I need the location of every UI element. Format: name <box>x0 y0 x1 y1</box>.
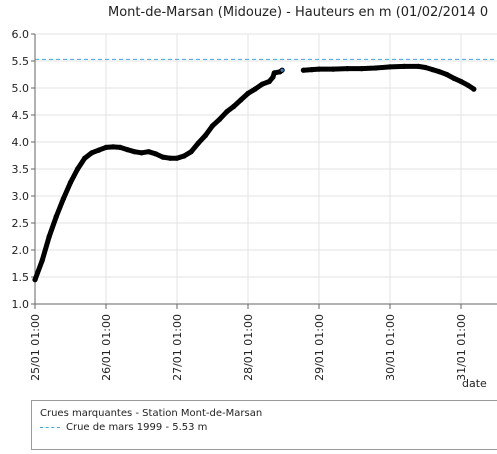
series-point <box>117 144 123 150</box>
series-point <box>32 277 38 283</box>
chart-title: Mont-de-Marsan (Midouze) - Hauteurs en m… <box>108 5 489 20</box>
series-point <box>259 81 265 87</box>
series-point <box>53 213 59 220</box>
series-point <box>202 132 208 139</box>
series-point <box>437 69 443 75</box>
y-tick-label: 2.5 <box>12 217 30 230</box>
series-end-marker <box>280 68 284 72</box>
y-tick-label: 4.5 <box>12 109 30 122</box>
series-point <box>217 116 223 122</box>
series-point <box>231 103 237 109</box>
series-point <box>271 70 277 76</box>
series-point <box>224 109 230 115</box>
series-point <box>146 149 152 155</box>
series-point <box>252 86 258 92</box>
series-point <box>188 149 194 155</box>
series-point <box>181 153 187 159</box>
legend-entry-label: Crue de mars 1999 - 5.53 m <box>66 422 208 433</box>
series-point <box>300 67 306 73</box>
x-tick-label: 26/01 01:00 <box>100 314 113 381</box>
y-tick-label: 4.0 <box>12 136 30 149</box>
legend-dashed-line-icon <box>40 426 60 428</box>
series-point <box>131 149 137 155</box>
y-tick-label: 3.5 <box>12 163 30 176</box>
series-point <box>415 63 421 69</box>
series-point <box>39 258 45 264</box>
legend-entry-reference: Crue de mars 1999 - 5.53 m <box>40 422 207 433</box>
legend-title: Crues marquantes - Station Mont-de-Marsa… <box>40 408 263 419</box>
series-point <box>316 66 322 72</box>
series-point <box>344 66 350 72</box>
series-point <box>401 63 407 69</box>
series-point <box>458 78 464 85</box>
series-point <box>245 90 251 96</box>
series-point <box>96 147 102 153</box>
x-axis-label: date <box>462 377 487 390</box>
y-tick-label: 5.0 <box>12 82 30 95</box>
y-tick-label: 1.0 <box>12 298 30 311</box>
y-tick-label: 5.5 <box>12 55 30 68</box>
series-point <box>330 66 336 72</box>
series-point <box>160 154 166 160</box>
series-point <box>195 140 201 146</box>
y-tick-label: 1.5 <box>12 271 30 284</box>
series-point <box>103 144 109 150</box>
series-point <box>124 147 130 153</box>
series-point <box>444 71 450 78</box>
series-point <box>471 86 477 92</box>
series-point <box>451 75 457 81</box>
x-tick-label: 28/01 01:00 <box>242 314 255 381</box>
series-point <box>153 151 159 157</box>
series-point <box>465 82 471 88</box>
series-point <box>387 64 393 70</box>
series-point <box>174 155 180 161</box>
series-point <box>82 155 88 161</box>
y-tick-label: 3.0 <box>12 190 30 203</box>
series-point <box>46 233 52 240</box>
series-point <box>89 150 95 156</box>
series-line-1 <box>300 63 477 92</box>
series-point <box>430 67 436 73</box>
series-point <box>60 196 66 202</box>
series-point <box>309 67 315 73</box>
series-point <box>138 150 145 156</box>
series-point <box>266 78 272 85</box>
series-point <box>422 64 429 71</box>
y-tick-label: 6.0 <box>12 28 30 41</box>
legend: Crues marquantes - Station Mont-de-Marsa… <box>31 400 497 450</box>
x-tick-label: 30/01 01:00 <box>384 314 397 381</box>
series-line-0 <box>32 67 285 283</box>
series-point <box>238 97 244 103</box>
series-point <box>209 123 216 129</box>
series-point <box>110 144 116 150</box>
series-point <box>167 155 173 161</box>
series-point <box>67 179 74 186</box>
series-point <box>373 65 379 71</box>
x-tick-label: 31/01 01:00 <box>455 314 468 381</box>
series-point <box>270 74 276 80</box>
series-point <box>75 166 81 172</box>
y-tick-label: 2.0 <box>12 244 30 257</box>
series-point <box>359 66 365 72</box>
x-tick-label: 27/01 01:00 <box>171 314 184 381</box>
x-tick-label: 25/01 01:00 <box>29 314 42 381</box>
x-tick-label: 29/01 01:00 <box>313 314 326 381</box>
